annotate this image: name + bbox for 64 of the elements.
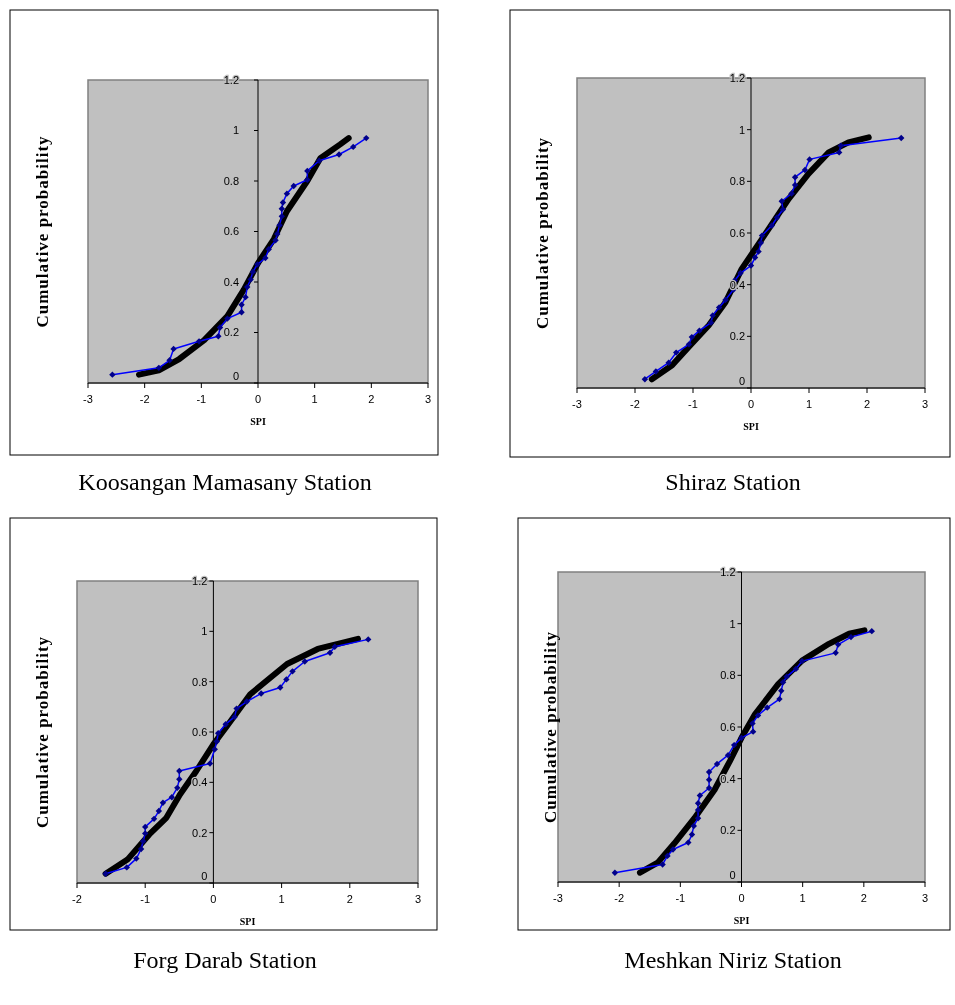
x-tick-label: 1 (278, 893, 285, 905)
x-tick-label: -1 (688, 398, 698, 410)
y-tick-label: 1 (738, 123, 745, 136)
x-tick-label: -2 (72, 893, 82, 905)
y-tick-label: 0.8 (223, 174, 239, 187)
y-axis-title: Cumulative probability (33, 635, 52, 829)
text: Koosangan Mamasany Station (78, 469, 372, 495)
y-tick-label: 1 (232, 124, 239, 137)
y-tick-label: 1.2 (729, 71, 745, 84)
x-tick-label: -1 (675, 892, 686, 904)
x-tick-label: -1 (196, 393, 207, 405)
x-tick-label: -3 (553, 892, 563, 904)
y-tick-label: 0 (232, 369, 239, 382)
y-tick-label: 0 (201, 869, 208, 882)
x-tick-label: -3 (83, 393, 93, 405)
y-tick-label: 0 (738, 374, 745, 387)
x-tick-label: 1 (805, 398, 813, 410)
y-tick-label: 1.2 (720, 565, 736, 578)
x-tick-label: 3 (414, 893, 422, 905)
y-axis-title: Cumulative probability (33, 135, 52, 328)
x-tick-label: 2 (368, 393, 375, 405)
x-axis-title: SPI (743, 421, 759, 432)
y-tick-label: 0 (729, 868, 736, 881)
y-tick-label: 0.6 (223, 225, 239, 238)
y-axis-title: Cumulative probability (533, 136, 552, 330)
x-axis-title: SPI (239, 916, 256, 927)
y-tick-label: 0.8 (720, 669, 736, 682)
y-tick-label: 0.8 (192, 675, 208, 688)
y-tick-label: 0.8 (729, 175, 745, 188)
y-tick-label: 1 (729, 617, 736, 630)
y-tick-label: 0.2 (192, 826, 208, 839)
x-tick-label: -3 (572, 398, 582, 410)
y-tick-label: 0.2 (720, 824, 736, 837)
x-tick-label: 2 (863, 398, 871, 410)
y-tick-label: 1 (201, 625, 208, 638)
text: Forg Darab Station (133, 947, 317, 973)
y-tick-label: 0.6 (720, 720, 736, 733)
text: Shiraz Station (665, 469, 801, 495)
x-tick-label: -2 (630, 398, 640, 410)
x-tick-label: 3 (921, 892, 929, 904)
text: Meshkan Niriz Station (624, 947, 842, 973)
x-tick-label: -1 (140, 893, 151, 905)
x-tick-label: -2 (139, 393, 150, 405)
x-tick-label: 0 (254, 393, 262, 405)
y-axis-title: Cumulative probability (541, 630, 560, 824)
y-tick-label: 1.2 (223, 73, 239, 86)
x-tick-label: 0 (747, 398, 755, 410)
x-tick-label: 0 (210, 893, 217, 905)
y-tick-label: 1.2 (192, 574, 208, 587)
y-tick-label: 0.4 (223, 275, 239, 288)
y-tick-label: 0.4 (192, 776, 208, 789)
y-tick-label: 0.2 (729, 330, 745, 343)
x-tick-label: 2 (346, 893, 353, 905)
y-tick-label: 0.2 (223, 326, 239, 339)
x-tick-label: 3 (921, 398, 929, 410)
y-tick-label: 0.6 (192, 725, 208, 738)
x-tick-label: 1 (799, 892, 806, 904)
x-tick-label: 1 (311, 393, 318, 405)
x-axis-title: SPI (733, 915, 750, 926)
x-axis-title: SPI (250, 416, 266, 427)
x-tick-label: 3 (424, 393, 432, 405)
y-tick-label: 0.6 (729, 226, 745, 239)
x-tick-label: 2 (860, 892, 867, 904)
x-tick-label: -2 (614, 892, 625, 904)
